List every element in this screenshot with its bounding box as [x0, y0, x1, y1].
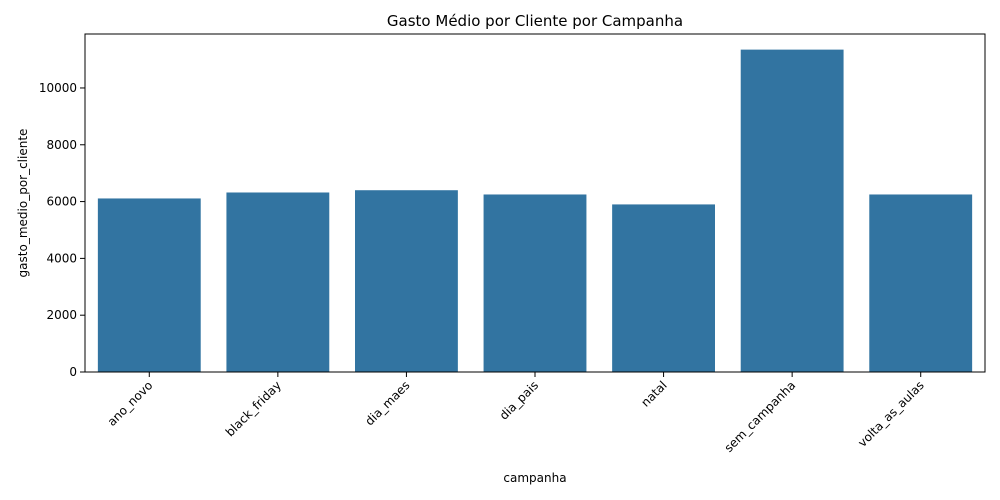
- y-tick-label: 6000: [46, 195, 77, 209]
- bar-dia_pais: [483, 194, 587, 372]
- bar-black_friday: [226, 192, 330, 372]
- y-tick-label: 4000: [46, 251, 77, 265]
- bar-ano_novo: [97, 198, 201, 372]
- y-tick-label: 10000: [39, 81, 77, 95]
- x-axis-label: campanha: [503, 471, 566, 485]
- x-tick-label: dia_maes: [362, 378, 412, 428]
- y-tick-label: 8000: [46, 138, 77, 152]
- y-tick-label: 0: [69, 365, 77, 379]
- bar-sem_campanha: [740, 49, 844, 372]
- x-tick-label: volta_as_aulas: [855, 378, 927, 450]
- y-axis-label: gasto_medio_por_cliente: [16, 129, 30, 278]
- chart-title: Gasto Médio por Cliente por Campanha: [387, 12, 683, 30]
- bar-dia_maes: [355, 190, 458, 372]
- x-tick-label: ano_novo: [105, 378, 156, 429]
- bar-natal: [612, 204, 715, 372]
- bar-volta_as_aulas: [869, 194, 973, 372]
- x-tick-label: sem_campanha: [722, 378, 799, 455]
- y-tick-label: 2000: [46, 308, 77, 322]
- x-axis: ano_novo black_friday dia_maes dia_pais nata…: [105, 372, 927, 455]
- y-axis: 0 2000 4000 6000 8000 10000: [39, 81, 85, 379]
- x-tick-label: dia_pais: [497, 378, 541, 422]
- x-tick-label: natal: [638, 378, 669, 409]
- plot-frame: [84, 33, 986, 373]
- x-tick-label: black_friday: [223, 378, 284, 439]
- bars-group: [97, 49, 973, 372]
